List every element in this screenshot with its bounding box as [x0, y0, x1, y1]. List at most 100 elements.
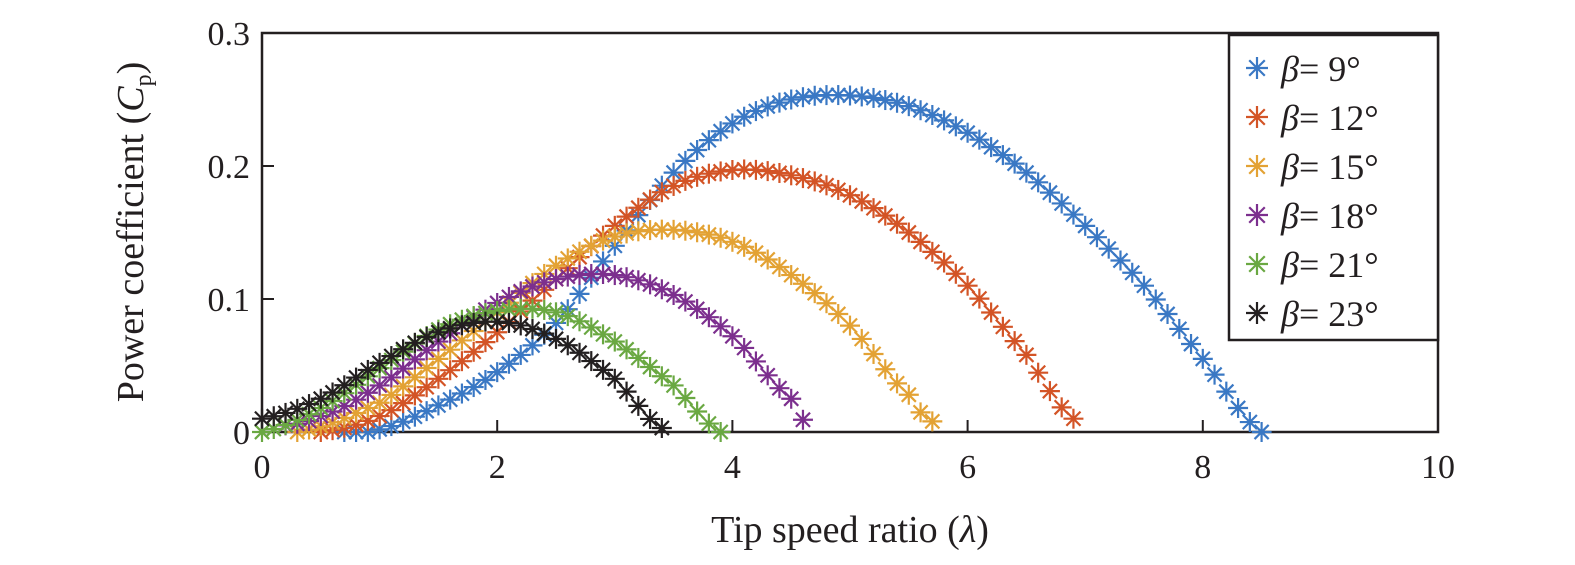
y-tick-label: 0.2 — [208, 149, 251, 186]
data-point — [804, 283, 825, 304]
data-point — [604, 331, 625, 352]
x-tick-label: 2 — [489, 449, 506, 486]
x-axis-title-prefix: Tip speed ratio ( — [711, 509, 960, 551]
data-point — [1039, 381, 1060, 402]
data-point — [534, 299, 555, 320]
data-point — [863, 198, 884, 219]
legend-marker — [1246, 155, 1268, 177]
legend-series-name: 18° — [1328, 196, 1378, 236]
data-point — [687, 222, 708, 243]
data-point — [734, 337, 755, 358]
data-point — [745, 242, 766, 263]
data-point — [769, 92, 790, 113]
data-point — [934, 252, 955, 273]
data-point — [710, 316, 731, 337]
legend-symbol: β — [1280, 196, 1299, 236]
data-point — [1228, 398, 1249, 419]
data-point — [781, 265, 802, 286]
data-point — [557, 248, 578, 269]
data-point — [663, 375, 684, 396]
data-point — [1004, 331, 1025, 352]
data-point — [675, 387, 696, 408]
data-point — [475, 369, 496, 390]
data-point — [616, 223, 637, 244]
data-point — [992, 145, 1013, 166]
data-point — [310, 388, 331, 409]
data-point — [687, 140, 708, 161]
x-axis-ticks: 0 2 4 6 8 10 — [254, 420, 1455, 486]
data-point — [381, 384, 402, 405]
data-point — [357, 359, 378, 380]
data-point — [887, 213, 908, 234]
legend-series-name: 12° — [1328, 98, 1378, 138]
data-point — [616, 339, 637, 360]
x-tick-label: 8 — [1194, 449, 1211, 486]
data-point — [628, 347, 649, 368]
data-point — [698, 130, 719, 151]
data-point — [428, 348, 449, 369]
data-point — [1169, 318, 1190, 339]
data-point — [628, 197, 649, 218]
data-point — [404, 349, 425, 370]
data-point — [722, 159, 743, 180]
x-tick-label: 6 — [959, 449, 976, 486]
data-point — [1181, 334, 1202, 355]
data-point — [393, 358, 414, 379]
data-point — [757, 365, 778, 386]
data-point — [769, 256, 790, 277]
data-point — [404, 367, 425, 388]
legend-symbol: β — [1280, 294, 1299, 334]
data-point — [369, 392, 390, 413]
series-9-deg — [334, 85, 1272, 442]
data-point — [498, 312, 519, 333]
data-point — [616, 381, 637, 402]
data-point — [1063, 408, 1084, 429]
x-tick-label: 10 — [1421, 449, 1455, 486]
data-point — [640, 357, 661, 378]
legend-marker — [1246, 253, 1268, 275]
data-point — [546, 269, 566, 290]
data-point — [593, 359, 614, 380]
y-axis-title-symbol: C — [110, 86, 152, 112]
legend-label: β= 23° — [1280, 294, 1379, 334]
data-point — [569, 283, 590, 304]
data-point — [346, 367, 367, 388]
data-point — [604, 368, 625, 389]
data-point — [840, 185, 860, 206]
data-point — [651, 366, 672, 387]
y-tick-label: 0 — [233, 415, 250, 452]
data-point — [910, 402, 931, 423]
data-point — [440, 318, 461, 339]
x-axis-title-symbol: λ — [959, 509, 976, 551]
series-18-deg — [275, 263, 813, 436]
y-axis-title: Power coefficient (Cp) — [110, 62, 157, 403]
data-point — [710, 121, 731, 142]
data-point — [651, 418, 672, 439]
data-point — [910, 231, 931, 252]
data-point — [1157, 304, 1178, 325]
data-point — [769, 162, 790, 183]
data-point — [757, 249, 778, 270]
data-point — [898, 222, 919, 243]
data-point — [252, 408, 272, 429]
data-point — [745, 351, 766, 372]
data-point — [369, 352, 390, 373]
data-point — [487, 311, 508, 332]
legend-marker — [1246, 106, 1268, 128]
data-point — [887, 92, 908, 113]
data-point — [792, 273, 813, 294]
legend-eq: = — [1299, 294, 1328, 334]
legend-label: β= 9° — [1280, 49, 1361, 89]
legend-box — [1227, 33, 1440, 342]
legend-series-name: 9° — [1328, 49, 1360, 89]
legend-eq: = — [1299, 196, 1328, 236]
legend-symbol: β — [1280, 49, 1299, 89]
data-point — [510, 344, 531, 365]
data-point — [957, 275, 978, 296]
data-point — [604, 226, 625, 247]
legend-eq: = — [1299, 245, 1328, 285]
data-point — [581, 351, 602, 372]
legend-series-name: 15° — [1328, 147, 1378, 187]
y-axis-title-suffix: ) — [110, 62, 152, 75]
